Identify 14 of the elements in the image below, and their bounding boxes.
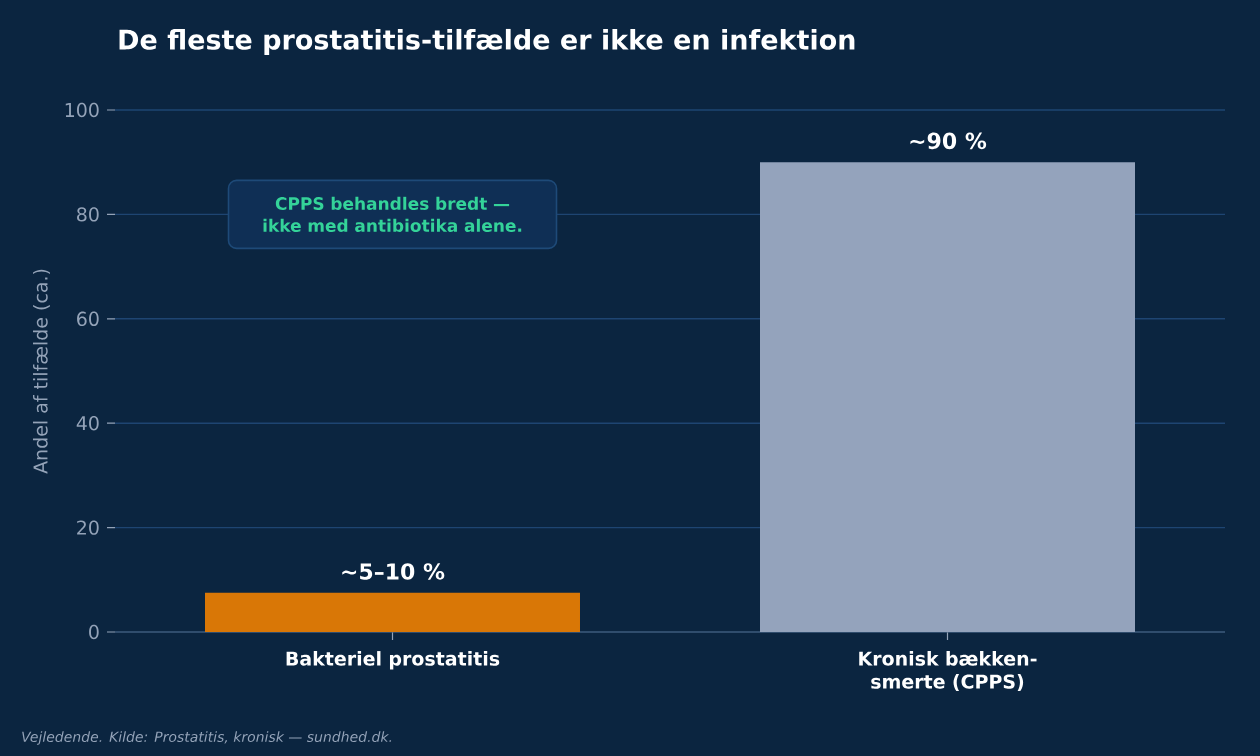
y-tick-label: 80: [77, 207, 99, 222]
y-tick-label: 40: [76, 416, 99, 431]
annotation: ~90 %: [910, 132, 987, 150]
y-tick-label: 60: [77, 311, 99, 326]
text: Vejledende. Kilde: Prostatitis, kronisk — sundhed.dk.: [22, 731, 392, 745]
annotation: CPPS behandles bredt — ikke med antibiotika alene.: [263, 196, 522, 232]
y-axis-title: Andel af tilfælde (ca.): [33, 269, 50, 474]
annotation: ~5–10 %: [342, 563, 445, 580]
x-tick-label: Bakteriel prostatitis: [286, 651, 500, 670]
y-tick-label: 20: [77, 520, 99, 535]
x-tick-label: Kronisk bækken-smerte (CPPS): [859, 651, 1037, 692]
y-tick-label: 100: [65, 102, 99, 118]
chart-title: De fleste prostatitis-tilfælde er ikke en infektion: [119, 28, 855, 56]
y-tick-label: 0: [89, 624, 99, 640]
